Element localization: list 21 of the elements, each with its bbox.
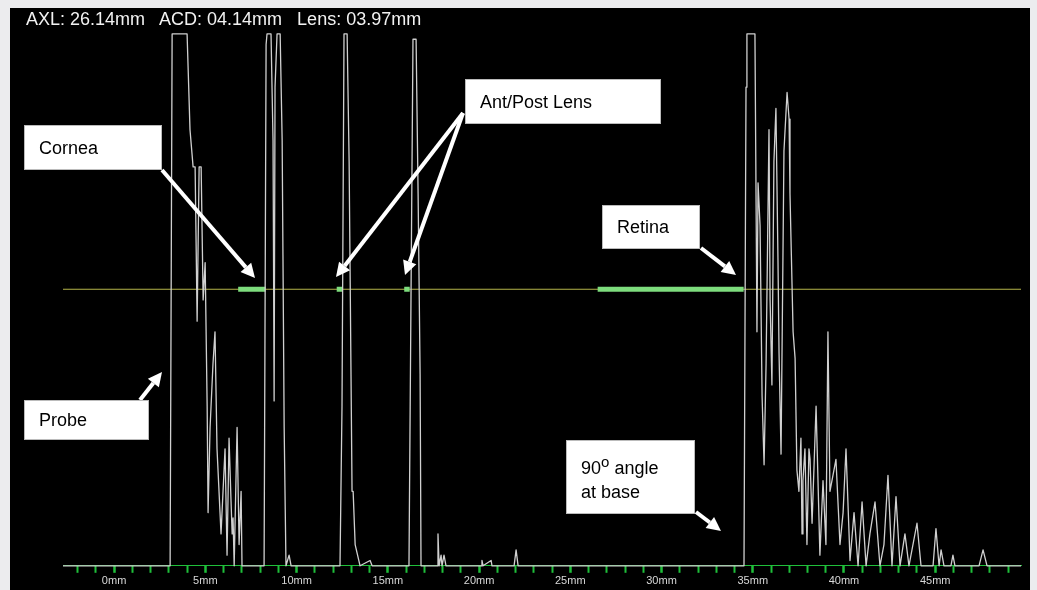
x-tick-label: 40mm — [828, 574, 860, 587]
callout-box: Probe — [24, 400, 149, 440]
annotation: Retina — [617, 216, 671, 239]
annotation: Cornea — [39, 136, 100, 160]
annotation: 90$^{o}$ angle at base — [581, 452, 660, 504]
x-tick-label: 10mm — [281, 574, 312, 587]
x-tick-label: 45mm — [919, 574, 951, 587]
x-tick-label: 20mm — [463, 574, 495, 587]
x-tick-label: 5mm — [193, 574, 218, 587]
chart-title: AXL: 26.14mm ACD: 04.14mm Lens: 03.97mm — [26, 8, 422, 30]
callout-box: Retina — [602, 205, 700, 249]
annotation: Probe — [39, 409, 89, 432]
x-tick-label: 15mm — [372, 574, 404, 587]
x-tick-label: 35mm — [737, 574, 769, 587]
callout-box: Cornea — [24, 125, 162, 170]
x-tick-label: 0mm — [101, 574, 127, 587]
x-tick-label: 25mm — [555, 574, 586, 587]
callout-box: Ant/Post Lens — [465, 79, 661, 124]
annotation: Ant/Post Lens — [480, 90, 594, 114]
x-tick-label: 30mm — [646, 574, 677, 587]
callout-box: 90$^{o}$ angle at base — [566, 440, 695, 514]
